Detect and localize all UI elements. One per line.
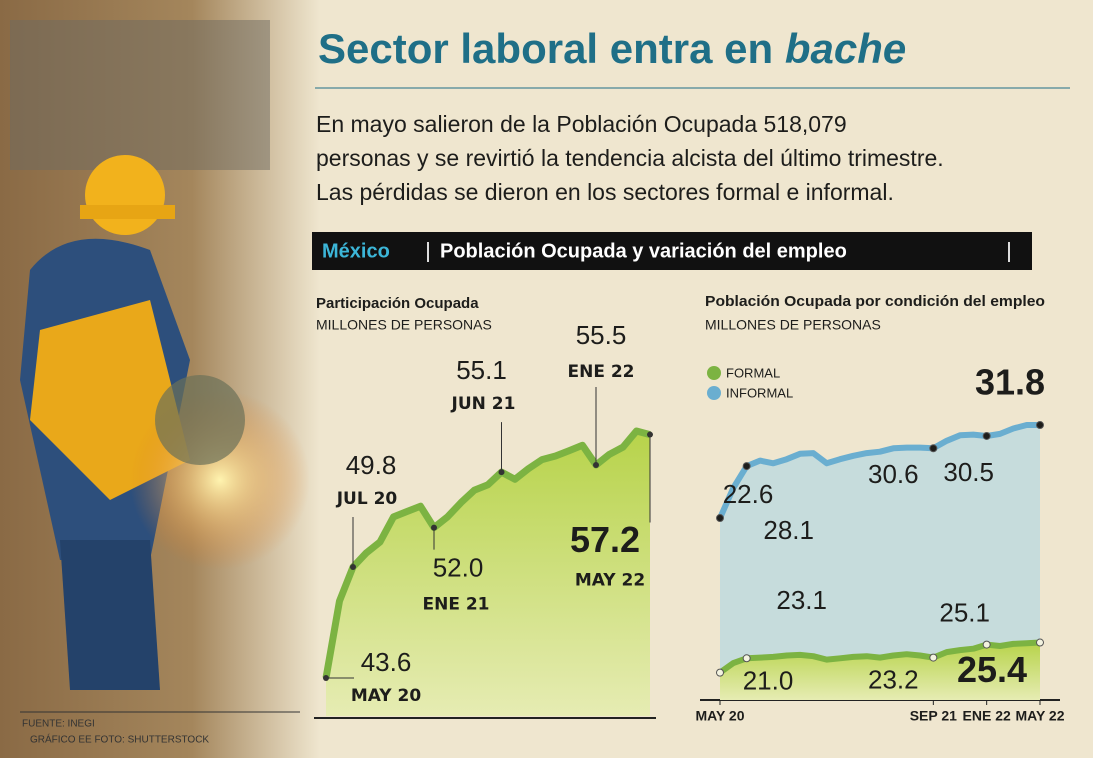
- value-label: 30.6: [868, 459, 919, 489]
- photo: [0, 0, 320, 758]
- banner: [312, 232, 1032, 270]
- date-label: MAY 22: [575, 571, 645, 591]
- point: [498, 469, 505, 476]
- legend-swatch: [707, 366, 721, 380]
- point: [742, 654, 751, 663]
- chart-title: Participación Ocupada: [316, 295, 479, 312]
- value-label: 30.5: [943, 457, 994, 487]
- value-label: 31.8: [975, 362, 1045, 403]
- value-label: 23.2: [868, 664, 919, 694]
- value-label: 55.5: [576, 320, 627, 350]
- x-tick-label: MAY 22: [1015, 708, 1064, 724]
- area: [720, 425, 1040, 673]
- banner-country: México: [322, 240, 390, 262]
- legend-swatch: [707, 386, 721, 400]
- date-label: JUL 20: [336, 489, 398, 509]
- point: [1036, 638, 1044, 647]
- date-label: ENE 21: [422, 595, 489, 615]
- separator: [427, 242, 429, 262]
- banner-title: Población Ocupada y variación del empleo: [440, 240, 847, 262]
- point: [716, 514, 724, 523]
- value-label: 25.4: [957, 649, 1027, 690]
- chart-unit: MILLONES DE PERSONAS: [316, 317, 492, 333]
- footer-credit: GRÁFICO EE FOTO: SHUTTERSTOCK: [30, 733, 209, 746]
- subtitle: Las pérdidas se dieron en los sectores f…: [316, 179, 894, 205]
- date-label: ENE 22: [567, 362, 634, 382]
- title: Sector laboral entra en bache: [318, 25, 906, 72]
- area: [326, 431, 650, 716]
- x-tick-label: MAY 20: [695, 708, 744, 724]
- point: [350, 564, 356, 571]
- date-label: MAY 20: [351, 686, 422, 706]
- chart-title: Población Ocupada por condición del empl…: [705, 293, 1045, 310]
- title-emphasis: bache: [785, 25, 906, 72]
- point: [431, 524, 437, 531]
- value-label: 23.1: [776, 585, 827, 615]
- value-label: 22.6: [723, 479, 774, 509]
- date-label: JUN 21: [451, 394, 516, 414]
- chart-unit: MILLONES DE PERSONAS: [705, 317, 881, 333]
- point: [982, 640, 991, 649]
- point: [929, 444, 938, 453]
- subtitle: En mayo salieron de la Población Ocupada…: [316, 111, 847, 137]
- subtitle: personas y se revirtió la tendencia alci…: [316, 145, 944, 171]
- point: [647, 431, 653, 438]
- footer-source: FUENTE: INEGI: [22, 719, 95, 730]
- value-label: 28.1: [763, 515, 814, 545]
- value-label: 21.0: [743, 666, 794, 696]
- point: [742, 462, 751, 471]
- x-tick-label: SEP 21: [910, 708, 957, 724]
- value-label: 52.0: [433, 553, 484, 583]
- value-label: 55.1: [456, 355, 507, 385]
- value-label: 43.6: [361, 647, 412, 677]
- value-label: 57.2: [570, 519, 640, 560]
- separator: [1008, 242, 1010, 262]
- value-label: 49.8: [346, 450, 397, 480]
- point: [593, 461, 599, 468]
- point: [929, 653, 938, 662]
- point: [716, 668, 724, 677]
- legend-label: FORMAL: [726, 365, 780, 380]
- point: [1036, 421, 1044, 430]
- x-tick-label: ENE 22: [963, 708, 1011, 724]
- title-text: Sector laboral entra en: [318, 25, 773, 72]
- legend-label: INFORMAL: [726, 385, 793, 400]
- point: [323, 675, 329, 681]
- point: [982, 431, 991, 440]
- value-label: 25.1: [939, 597, 990, 627]
